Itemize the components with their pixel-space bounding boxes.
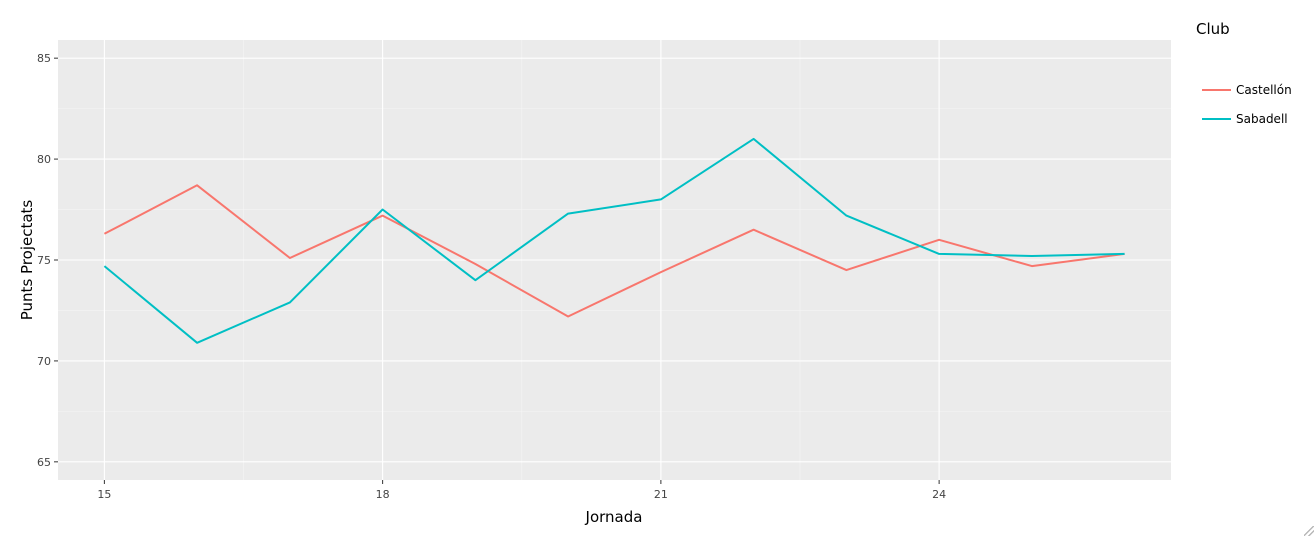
x-tick-label: 15 <box>97 488 111 501</box>
y-tick-label: 70 <box>37 355 51 368</box>
y-tick-label: 75 <box>37 254 51 267</box>
x-axis-ticks: 15 18 21 24 <box>97 480 946 501</box>
legend-title: Club <box>1196 20 1230 38</box>
series-line-castell-n <box>103 184 1125 318</box>
y-tick-label: 80 <box>37 153 51 166</box>
x-tick-label: 18 <box>376 488 390 501</box>
major-gridlines <box>58 40 1171 480</box>
x-tick-label: 21 <box>654 488 668 501</box>
series-line-sabadell <box>103 137 1125 344</box>
legend-label: Castellón <box>1236 83 1292 97</box>
y-tick-label: 85 <box>37 52 51 65</box>
y-axis-title: Punts Projectats <box>18 200 36 321</box>
legend: Club Castellón Sabadell <box>1196 20 1292 126</box>
x-tick-label: 24 <box>932 488 946 501</box>
y-tick-label: 65 <box>37 456 51 469</box>
series-lines <box>103 137 1125 344</box>
legend-items: Castellón Sabadell <box>1202 83 1292 126</box>
resize-grip-icon <box>1304 526 1314 536</box>
legend-label: Sabadell <box>1236 112 1288 126</box>
y-axis-ticks: 65 70 75 80 85 <box>37 52 58 469</box>
x-axis-title: Jornada <box>585 508 643 526</box>
